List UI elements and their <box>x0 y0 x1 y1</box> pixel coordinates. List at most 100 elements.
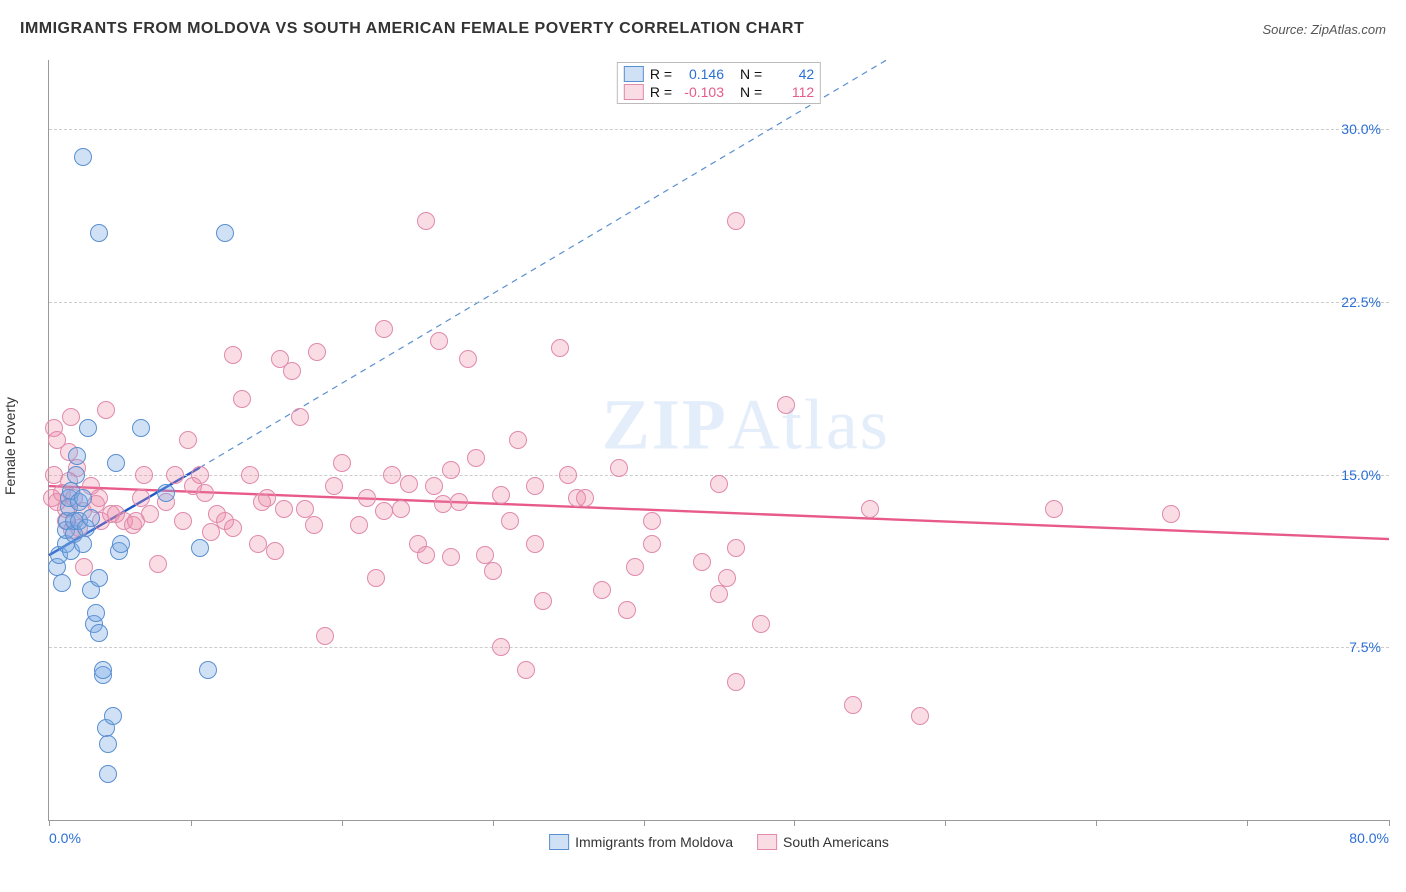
scatter-point-pink <box>526 477 544 495</box>
y-tick-label: 15.0% <box>1341 467 1381 483</box>
legend-item-pink: South Americans <box>757 834 889 850</box>
scatter-point-pink <box>618 601 636 619</box>
x-tick <box>1389 820 1390 826</box>
scatter-point-pink <box>727 539 745 557</box>
scatter-point-pink <box>526 535 544 553</box>
scatter-point-pink <box>367 569 385 587</box>
scatter-point-pink <box>174 512 192 530</box>
scatter-point-pink <box>643 535 661 553</box>
scatter-point-pink <box>166 466 184 484</box>
scatter-point-pink <box>316 627 334 645</box>
n-label: N = <box>740 84 762 100</box>
x-tick <box>1247 820 1248 826</box>
swatch-blue <box>549 834 569 850</box>
r-label: R = <box>650 84 672 100</box>
scatter-point-blue <box>191 539 209 557</box>
scatter-point-pink <box>911 707 929 725</box>
scatter-point-blue <box>107 454 125 472</box>
scatter-point-pink <box>710 585 728 603</box>
scatter-point-pink <box>442 461 460 479</box>
scatter-point-blue <box>67 466 85 484</box>
chart-lines-layer <box>49 60 1389 820</box>
gridline-h <box>49 129 1389 130</box>
scatter-point-pink <box>141 505 159 523</box>
scatter-point-blue <box>90 624 108 642</box>
scatter-point-pink <box>442 548 460 566</box>
y-axis-title: Female Poverty <box>2 397 18 495</box>
scatter-point-pink <box>1045 500 1063 518</box>
scatter-point-blue <box>132 419 150 437</box>
scatter-point-pink <box>693 553 711 571</box>
scatter-point-pink <box>727 673 745 691</box>
scatter-point-blue <box>87 604 105 622</box>
scatter-point-pink <box>62 408 80 426</box>
swatch-pink <box>757 834 777 850</box>
scatter-point-pink <box>752 615 770 633</box>
scatter-point-pink <box>400 475 418 493</box>
scatter-point-pink <box>308 343 326 361</box>
scatter-point-blue <box>199 661 217 679</box>
scatter-point-pink <box>375 502 393 520</box>
correlation-row-blue: R = 0.146 N = 42 <box>624 65 814 83</box>
scatter-point-pink <box>484 562 502 580</box>
x-axis-min-label: 0.0% <box>49 830 81 846</box>
scatter-point-pink <box>249 535 267 553</box>
r-value-blue: 0.146 <box>678 66 724 82</box>
scatter-point-blue <box>94 661 112 679</box>
r-label: R = <box>650 66 672 82</box>
scatter-point-pink <box>450 493 468 511</box>
scatter-point-pink <box>626 558 644 576</box>
x-tick <box>794 820 795 826</box>
scatter-point-pink <box>149 555 167 573</box>
scatter-point-pink <box>492 486 510 504</box>
scatter-point-blue <box>74 535 92 553</box>
scatter-point-pink <box>430 332 448 350</box>
y-tick-label: 7.5% <box>1349 639 1381 655</box>
swatch-blue <box>624 66 644 82</box>
source-name: ZipAtlas.com <box>1311 22 1386 37</box>
scatter-point-pink <box>727 212 745 230</box>
scatter-point-pink <box>179 431 197 449</box>
scatter-point-pink <box>333 454 351 472</box>
scatter-point-pink <box>501 512 519 530</box>
plot-area: ZIPAtlas R = 0.146 N = 42 R = -0.103 N =… <box>48 60 1389 821</box>
x-tick <box>644 820 645 826</box>
scatter-point-pink <box>593 581 611 599</box>
fit-line-pink <box>49 486 1389 539</box>
scatter-point-blue <box>99 735 117 753</box>
scatter-point-pink <box>459 350 477 368</box>
source-prefix: Source: <box>1262 22 1310 37</box>
scatter-point-pink <box>643 512 661 530</box>
scatter-point-blue <box>53 574 71 592</box>
scatter-point-pink <box>97 401 115 419</box>
scatter-point-pink <box>358 489 376 507</box>
chart-header: IMMIGRANTS FROM MOLDOVA VS SOUTH AMERICA… <box>20 20 1386 38</box>
scatter-point-pink <box>710 475 728 493</box>
scatter-point-pink <box>417 546 435 564</box>
scatter-point-blue <box>82 509 100 527</box>
scatter-point-pink <box>844 696 862 714</box>
scatter-point-pink <box>534 592 552 610</box>
scatter-point-pink <box>291 408 309 426</box>
legend-label-blue: Immigrants from Moldova <box>575 834 733 850</box>
scatter-point-pink <box>777 396 795 414</box>
legend-label-pink: South Americans <box>783 834 889 850</box>
scatter-point-pink <box>434 495 452 513</box>
x-tick <box>342 820 343 826</box>
x-tick <box>49 820 50 826</box>
scatter-point-pink <box>417 212 435 230</box>
x-tick <box>945 820 946 826</box>
scatter-point-pink <box>861 500 879 518</box>
scatter-point-pink <box>196 484 214 502</box>
r-value-pink: -0.103 <box>678 84 724 100</box>
scatter-point-pink <box>517 661 535 679</box>
scatter-point-pink <box>241 466 259 484</box>
scatter-point-pink <box>191 466 209 484</box>
scatter-point-blue <box>112 535 130 553</box>
n-value-blue: 42 <box>768 66 814 82</box>
scatter-point-pink <box>283 362 301 380</box>
legend-item-blue: Immigrants from Moldova <box>549 834 733 850</box>
x-tick <box>191 820 192 826</box>
y-tick-label: 22.5% <box>1341 294 1381 310</box>
scatter-point-blue <box>90 224 108 242</box>
